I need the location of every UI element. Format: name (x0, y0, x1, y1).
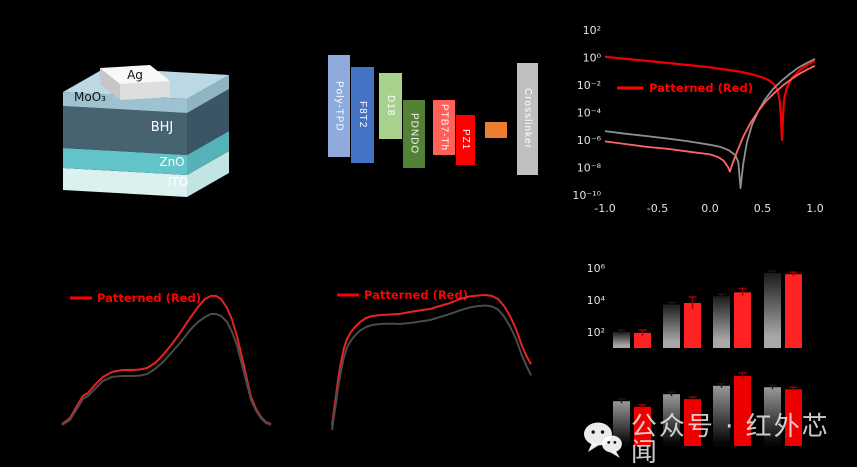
energy-bar-unlabeled (485, 122, 507, 138)
energy-bar-label: F8T2 (357, 101, 368, 129)
energy-bar-label: PTB7-Th (438, 103, 450, 151)
bar-top-patterned-red-g3 (734, 292, 751, 348)
wechat-icon (583, 422, 622, 458)
spectrum-middle-panel: Patterned (Red) (320, 270, 555, 440)
energy-bar-poly-tpd: Poly-TPD (328, 55, 350, 157)
bar-top-control-g3 (713, 296, 730, 348)
svg-text:1.0: 1.0 (806, 202, 824, 215)
bar-top-control-g1 (613, 332, 630, 348)
energy-bar-d18: D18 (379, 73, 402, 139)
svg-text:10²: 10² (583, 24, 601, 37)
jv-plot-svg: 10² 10⁰ 10⁻² 10⁻⁴ 10⁻⁶ 10⁻⁸ 10⁻¹⁰-1.0 -0.5 0.0 0.… (572, 24, 824, 215)
svg-text:-0.5: -0.5 (647, 202, 668, 215)
spectrum-middle-series-control (331, 304, 532, 431)
svg-text:10⁻⁶: 10⁻⁶ (577, 134, 602, 147)
jv-series-control-dark (604, 58, 816, 190)
svg-text:10⁻²: 10⁻² (577, 79, 601, 92)
energy-bar-crosslinker: Crosslinker (517, 63, 538, 175)
bar-bottom-patterned-red-g4 (785, 389, 802, 446)
spectrum-middle-series-patterned (331, 294, 532, 427)
energy-bar-pz1: PZ1 (456, 115, 475, 165)
bar-top-control-g4 (764, 273, 781, 348)
zno-layer-front (63, 148, 187, 175)
svg-text:10⁴: 10⁴ (587, 294, 606, 307)
spectrum-left-series-control (61, 313, 272, 426)
bar-bottom-patterned-red-g3 (734, 376, 751, 446)
svg-text:0.5: 0.5 (754, 202, 772, 215)
energy-level-panel: Poly-TPD F8T2 D18 PDNDO PTB7-Th PZ1 Crosslinke… (320, 50, 550, 182)
svg-text:10⁻⁴: 10⁻⁴ (577, 107, 602, 120)
svg-text:10⁰: 10⁰ (583, 52, 602, 65)
energy-bar-label: Crosslinker (522, 88, 533, 150)
bar-chart-panel: 10⁶ 10⁴ 10² (575, 250, 850, 462)
svg-text:10⁻¹⁰: 10⁻¹⁰ (572, 189, 601, 202)
bhj-layer-front (63, 106, 187, 155)
bhj-layer-side (187, 89, 229, 155)
energy-bar-label: Poly-TPD (333, 80, 345, 132)
bar-chart-svg: 10⁶ 10⁴ 10² (587, 262, 802, 446)
bar-top-control-g2 (663, 304, 680, 348)
jv-legend-label: Patterned (Red) (649, 81, 753, 95)
ito-label: ITO (168, 175, 188, 189)
zno-label: ZnO (159, 155, 184, 169)
ag-electrode-front (120, 81, 170, 100)
energy-bar-pdndo: PDNDO (403, 100, 425, 168)
spectrum-left-panel: Patterned (Red) (40, 270, 315, 440)
device-structure-diagram: Ag MoO₃ BHJ ZnO ITO (63, 65, 229, 197)
spectrum-left-series-patterned (61, 294, 272, 425)
bar-bottom-control-g4 (764, 387, 781, 446)
device-structure-panel: Ag MoO₃ BHJ ZnO ITO (40, 55, 240, 205)
bar-bottom-control-g1 (613, 401, 630, 446)
ag-electrode-left (100, 68, 120, 100)
spectrum-middle-legend-label: Patterned (Red) (364, 288, 468, 302)
bar-top-patterned-red-g2 (684, 302, 701, 348)
energy-bar-ptb7-th: PTB7-Th (433, 100, 455, 155)
ag-label: Ag (127, 68, 143, 82)
energy-bar-label: PDNDO (408, 113, 420, 155)
energy-bar-label: D18 (385, 95, 396, 117)
bar-bottom-patterned-red-g1 (634, 406, 651, 446)
watermark-text: 公众号 · 红外芯闻 (630, 412, 830, 467)
energy-bar-f8t2: F8T2 (351, 67, 374, 163)
svg-text:-1.0: -1.0 (594, 202, 615, 215)
ag-electrode-top (100, 65, 170, 84)
spectrum-left-svg: Patterned (Red) (61, 291, 272, 426)
bar-bottom-control-g2 (663, 394, 680, 446)
zno-layer-side (187, 131, 229, 175)
bar-top-patterned-red-g4 (785, 274, 802, 348)
spectrum-middle-svg: Patterned (Red) (331, 288, 532, 431)
moo3-layer-side (187, 75, 229, 113)
svg-text:10⁻⁸: 10⁻⁸ (577, 162, 602, 175)
bar-bottom-control-g3 (713, 385, 730, 446)
ito-layer-front (63, 168, 187, 197)
jv-series-patterned-light (604, 55, 816, 142)
svg-text:10²: 10² (587, 326, 605, 339)
bar-top-patterned-red-g1 (634, 332, 651, 348)
bar-bottom-patterned-red-g2 (684, 399, 701, 446)
svg-text:10⁶: 10⁶ (587, 262, 606, 275)
energy-bar-label: PZ1 (460, 129, 471, 151)
jv-plot-panel: 10² 10⁰ 10⁻² 10⁻⁴ 10⁻⁶ 10⁻⁸ 10⁻¹⁰ -1.0 -0.5 0.0 0.… (565, 10, 855, 222)
watermark: 公众号 · 红外芯闻 (583, 414, 857, 466)
spectrum-left-legend-label: Patterned (Red) (97, 291, 201, 305)
bhj-label: BHJ (151, 120, 174, 135)
svg-text:0.0: 0.0 (701, 202, 719, 215)
jv-series-patterned-dark (604, 64, 816, 173)
ito-layer-side (187, 151, 229, 197)
moo3-label: MoO₃ (74, 90, 106, 104)
